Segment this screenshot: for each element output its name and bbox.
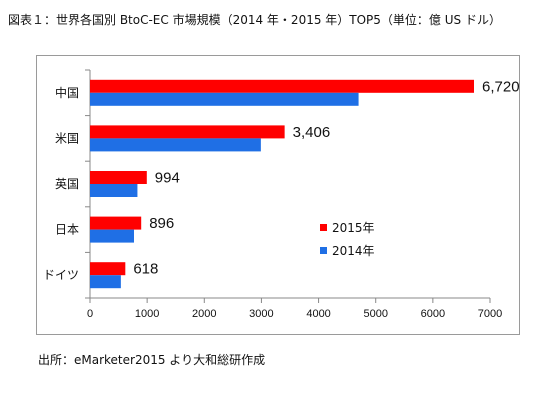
x-tick-label: 2000 — [192, 308, 216, 320]
bar-2014 — [90, 184, 138, 197]
bars-layer — [90, 79, 474, 289]
category-label: 中国 — [55, 85, 79, 100]
x-tick-label: 7000 — [478, 308, 502, 320]
category-label: ドイツ — [43, 268, 79, 282]
data-label-2015: 618 — [133, 261, 158, 278]
x-tick-label: 1000 — [135, 308, 159, 320]
x-tick-label: 4000 — [306, 308, 330, 320]
data-labels-layer: 6,720 3,406 994 896 618 — [133, 78, 519, 277]
x-tick-label: 6000 — [421, 308, 445, 320]
bar-2015 — [90, 262, 126, 276]
x-tick-label: 5000 — [363, 308, 387, 320]
data-label-2015: 994 — [155, 170, 180, 187]
data-label-2015: 6,720 — [482, 78, 520, 95]
bar-2014 — [90, 138, 261, 152]
bar-2014 — [90, 229, 134, 243]
bar-2015 — [90, 171, 147, 184]
bar-2014 — [90, 92, 359, 106]
category-label: 米国 — [55, 131, 79, 145]
figure-title: 図表１：世界各国別 BtoC-EC 市場規模（2014 年・2015 年）TOP… — [8, 13, 501, 27]
category-label: 日本 — [55, 223, 79, 237]
legend-swatch-2014 — [320, 247, 327, 254]
x-tick-label: 3000 — [249, 308, 273, 320]
category-label: 英国 — [55, 177, 79, 191]
bar-2015 — [90, 216, 142, 230]
legend-label-2014: 2014年 — [332, 244, 375, 258]
data-label-2015: 896 — [149, 215, 174, 232]
bar-2015 — [90, 79, 474, 93]
source-note: 出所：eMarketer2015 より大和総研作成 — [38, 353, 266, 367]
x-tick-label: 0 — [87, 308, 93, 320]
bar-2015 — [90, 125, 285, 139]
legend: 2015年 2014年 — [320, 221, 375, 258]
bar-2014 — [90, 275, 121, 289]
data-label-2015: 3,406 — [293, 124, 331, 141]
legend-label-2015: 2015年 — [332, 221, 375, 235]
legend-swatch-2015 — [320, 224, 327, 231]
